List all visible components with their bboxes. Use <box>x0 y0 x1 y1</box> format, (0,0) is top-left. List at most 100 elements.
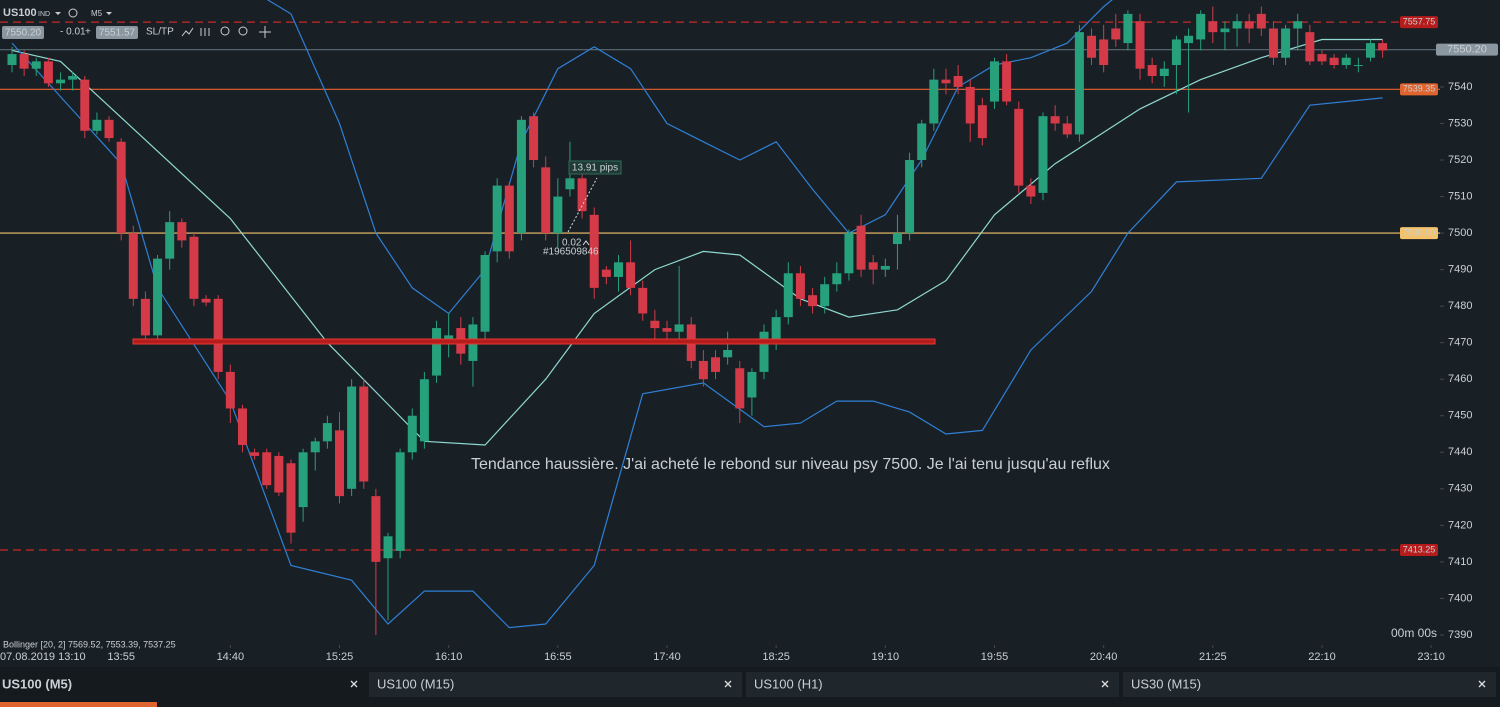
candle-body <box>1038 116 1048 193</box>
candle-body <box>116 141 126 234</box>
indicator-icon[interactable] <box>200 28 210 36</box>
sl-tp[interactable]: SL/TP <box>146 27 174 38</box>
candle-body <box>1329 57 1339 66</box>
candle-body <box>1305 32 1315 62</box>
zoom-in-icon[interactable] <box>238 26 248 36</box>
candle-body <box>1014 108 1024 186</box>
candle-body <box>880 265 890 270</box>
dropdown-icon[interactable] <box>106 12 112 15</box>
candle-body <box>335 430 345 497</box>
symbol-badge: IND <box>38 11 50 18</box>
support-zone <box>132 338 936 345</box>
candle-body <box>19 54 29 69</box>
candle-body <box>274 455 284 493</box>
x-tick-label: 19:55 <box>981 651 1009 663</box>
candle-body <box>662 328 672 332</box>
y-tick-label: 7490 <box>1448 264 1472 276</box>
ask-box[interactable] <box>96 26 138 39</box>
spread: - 0.01 <box>60 27 86 38</box>
tab-label[interactable]: US100 (M15) <box>377 676 454 691</box>
indicator-legend: Bollinger [20, 2] 7569.52, 7553.39, 7537… <box>3 639 176 649</box>
candle-body <box>565 178 575 190</box>
y-tick-label: 7530 <box>1448 117 1472 129</box>
tab[interactable] <box>1123 672 1496 697</box>
candle-body <box>1378 43 1388 51</box>
candle-body <box>1341 57 1351 66</box>
candle-body <box>808 295 818 307</box>
candle-body <box>1159 68 1169 76</box>
bollinger-band <box>11 38 1383 446</box>
bid-price[interactable]: 7550.20 <box>5 28 42 39</box>
candle-body <box>1062 123 1072 135</box>
candle-body <box>140 298 150 336</box>
candle-timer: 00m 00s <box>1391 626 1437 640</box>
candle-body <box>177 222 187 241</box>
candle-body <box>783 273 793 318</box>
tabs: US100 (M5) US100 (M15) US100 (H1) US30 (M15… <box>0 672 1496 697</box>
candle-body <box>698 360 708 380</box>
candle-body <box>1002 61 1012 102</box>
price-level-tag <box>1436 43 1498 56</box>
info-icon[interactable] <box>68 8 78 18</box>
price-level-tag <box>1400 544 1438 557</box>
candle-body <box>1317 54 1327 62</box>
candle-body <box>674 324 684 332</box>
candle-body <box>989 61 999 102</box>
candle-body <box>80 79 90 131</box>
candle-body <box>1147 65 1157 76</box>
candle-body <box>359 386 369 482</box>
tab-close[interactable] <box>350 680 358 688</box>
tab-label[interactable]: US100 (H1) <box>754 676 823 691</box>
dropdown-icon[interactable] <box>55 12 61 15</box>
crosshair-icon[interactable] <box>259 26 271 38</box>
candle-body <box>395 452 405 551</box>
candle-body <box>1293 21 1303 29</box>
y-tick-label: 7480 <box>1448 300 1472 312</box>
tab-label[interactable]: US30 (M15) <box>1131 676 1201 691</box>
candle-body <box>237 408 247 445</box>
candle-body <box>1353 65 1363 67</box>
candle-body <box>589 214 599 288</box>
tab-close[interactable] <box>1478 680 1486 688</box>
candle-body <box>856 225 866 270</box>
candle-body <box>1220 28 1230 33</box>
tab[interactable] <box>369 672 742 697</box>
tab-label[interactable]: US100 (M5) <box>2 676 72 691</box>
symbol[interactable]: US100 <box>3 7 37 19</box>
trade-lot: 0.02 <box>562 238 582 249</box>
candle-body <box>953 75 963 87</box>
candle-body <box>153 258 163 336</box>
candle-body <box>1135 21 1145 69</box>
candle-body <box>601 269 611 277</box>
y-tick-label: 7520 <box>1448 154 1472 166</box>
candle-body <box>1171 39 1181 66</box>
candle-body <box>1123 13 1133 44</box>
candle-body <box>1281 28 1291 58</box>
tab-close[interactable] <box>1101 680 1109 688</box>
ask-price[interactable]: 7551.57 <box>99 28 136 39</box>
x-tick-label: 17:40 <box>653 651 681 663</box>
y-tick-label: 7430 <box>1448 483 1472 495</box>
tab[interactable] <box>746 672 1119 697</box>
candle-body <box>322 423 332 442</box>
candle-body <box>68 75 78 80</box>
line-tool-icon[interactable] <box>181 27 194 37</box>
candle-body <box>128 233 138 299</box>
candle-body <box>371 496 381 562</box>
candle-body <box>383 536 393 559</box>
candle-body <box>213 298 223 372</box>
tab-close[interactable] <box>724 680 732 688</box>
candle-body <box>1087 35 1097 58</box>
x-tick-label: 22:10 <box>1308 651 1336 663</box>
candle-body <box>892 233 902 245</box>
timeframe[interactable]: M5 <box>91 9 103 18</box>
candle-body <box>250 452 260 456</box>
candle-body <box>613 262 623 277</box>
bid-box[interactable] <box>2 26 44 39</box>
tab[interactable] <box>0 672 367 697</box>
plus: + <box>85 27 91 38</box>
candle-body <box>1184 35 1194 44</box>
zoom-out-icon[interactable] <box>220 26 230 36</box>
y-tick-label: 7460 <box>1448 373 1472 385</box>
